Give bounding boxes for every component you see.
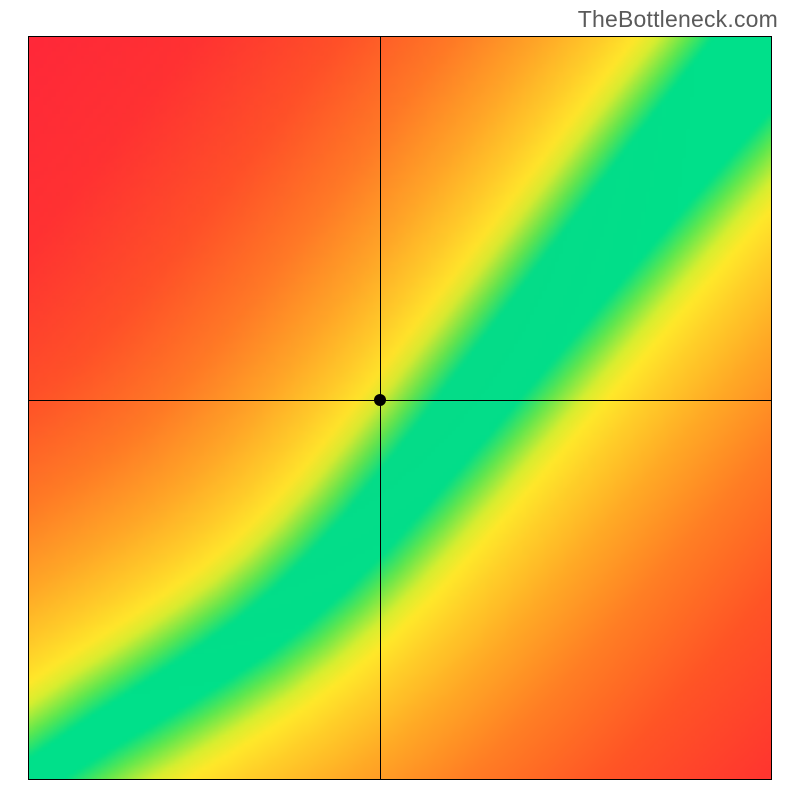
watermark-text: TheBottleneck.com xyxy=(578,6,778,33)
crosshair-vertical xyxy=(380,37,381,779)
heatmap-plot xyxy=(28,36,772,780)
heatmap-canvas xyxy=(29,37,771,779)
crosshair-horizontal xyxy=(29,400,771,401)
crosshair-marker xyxy=(374,394,386,406)
